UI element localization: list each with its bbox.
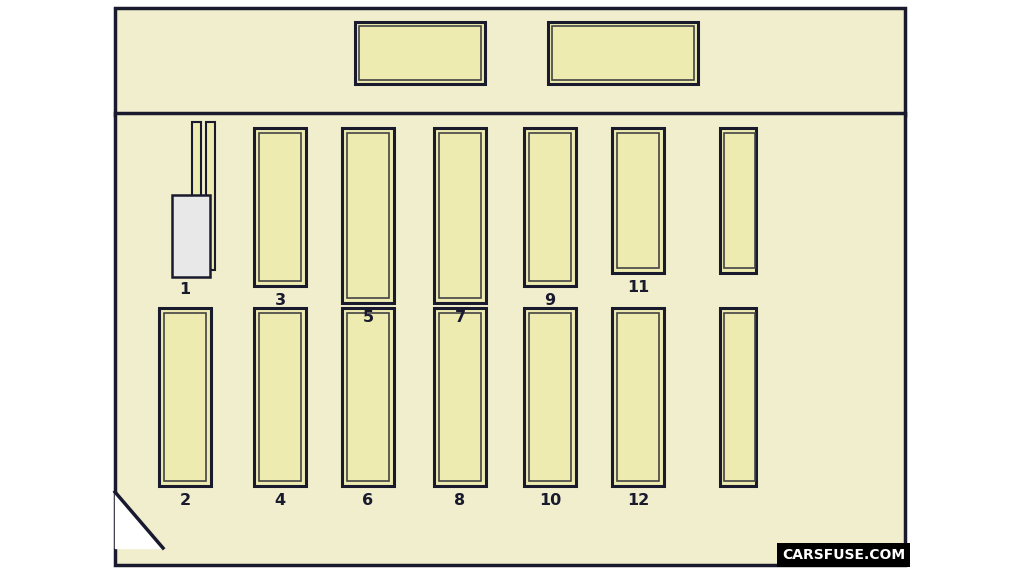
Text: 11: 11 [627, 280, 649, 295]
Bar [359, 26, 481, 80]
Bar [617, 133, 659, 268]
Bar [724, 133, 755, 268]
Bar [347, 313, 389, 481]
Bar [115, 113, 905, 565]
Bar [342, 128, 394, 303]
Bar [612, 308, 664, 486]
Bar [355, 22, 485, 84]
Text: 4: 4 [274, 493, 286, 508]
Bar [159, 308, 211, 486]
Bar [439, 133, 481, 298]
Text: 8: 8 [455, 493, 466, 508]
Bar [434, 128, 486, 303]
Text: 12: 12 [627, 493, 649, 508]
Text: 10: 10 [539, 493, 561, 508]
Bar [434, 308, 486, 486]
Text: 7: 7 [455, 310, 466, 325]
Bar [254, 308, 306, 486]
Polygon shape [115, 492, 163, 548]
Bar [115, 8, 905, 115]
Bar [724, 313, 755, 481]
Bar [524, 128, 575, 286]
Text: 6: 6 [362, 493, 374, 508]
Bar [612, 128, 664, 273]
Bar [259, 313, 301, 481]
Bar [206, 122, 215, 270]
Text: CARSFUSE.COM: CARSFUSE.COM [782, 548, 905, 562]
Text: 2: 2 [179, 493, 190, 508]
Bar [342, 308, 394, 486]
Bar [164, 313, 206, 481]
Bar [193, 122, 201, 270]
Bar [347, 133, 389, 298]
Bar [439, 313, 481, 481]
Text: 5: 5 [362, 310, 374, 325]
Bar [529, 313, 571, 481]
Text: 1: 1 [179, 282, 190, 297]
Bar [720, 128, 756, 273]
Text: 3: 3 [274, 293, 286, 308]
Bar [259, 133, 301, 281]
Bar [617, 313, 659, 481]
Bar [552, 26, 694, 80]
Bar [548, 22, 698, 84]
Bar [172, 195, 210, 277]
Text: 9: 9 [545, 293, 556, 308]
Bar [254, 128, 306, 286]
Bar [720, 308, 756, 486]
Bar [529, 133, 571, 281]
Bar [524, 308, 575, 486]
